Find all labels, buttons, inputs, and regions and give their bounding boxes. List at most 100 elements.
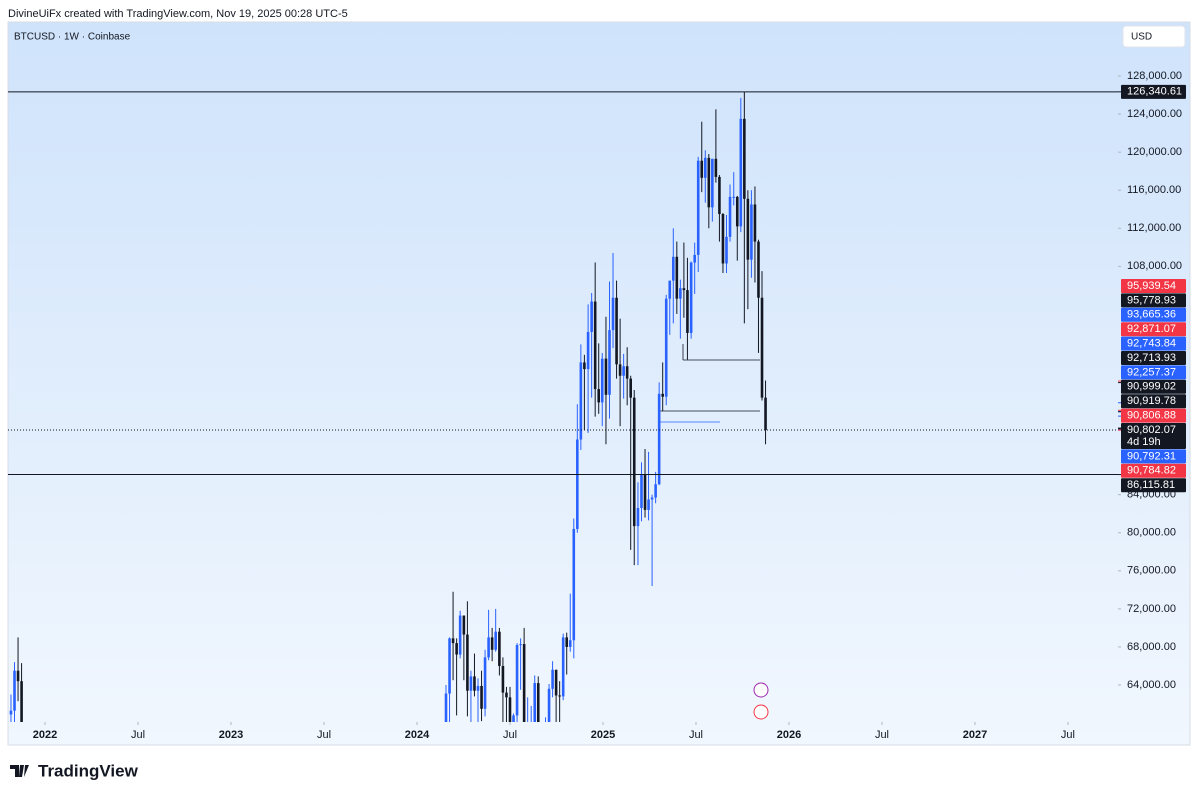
candle-body (451, 638, 455, 644)
candle-body (16, 670, 20, 682)
x-tick-label: Jul (317, 729, 331, 741)
candle-body (760, 297, 764, 398)
candle-body (583, 362, 586, 370)
candle-body (20, 681, 23, 722)
price-label: 126,340.61 (1127, 86, 1182, 98)
candle-body (671, 256, 675, 281)
event-icon[interactable] (753, 682, 769, 698)
price-label-box (1121, 336, 1186, 351)
candle-body (707, 157, 711, 208)
x-tick-label: 2024 (405, 729, 430, 741)
candle-body (13, 670, 16, 711)
candle-body (654, 484, 657, 498)
candle-body (533, 683, 537, 722)
y-tick-label: 64,000.00 (1127, 679, 1176, 691)
candle-body (476, 685, 480, 691)
candle-body (494, 631, 497, 650)
candle-body (498, 631, 501, 666)
candle-body (597, 389, 601, 403)
candle-body (558, 695, 561, 697)
candle-body (590, 301, 593, 332)
price-label-box (1121, 394, 1186, 409)
candle-body (551, 669, 554, 689)
y-tick-label: 124,000.00 (1127, 108, 1182, 120)
price-label: 86,115.81 (1127, 479, 1175, 491)
candle-body (714, 158, 718, 177)
candle-body (647, 499, 650, 510)
candle-body (469, 676, 473, 691)
candle-body (608, 330, 611, 395)
candle-body (657, 393, 661, 485)
candle-body (675, 256, 679, 299)
price-label: 90,792.31 (1127, 450, 1176, 462)
price-label: 95,939.54 (1127, 280, 1176, 292)
candle-body (689, 262, 693, 333)
currency: USD (1131, 32, 1152, 43)
y-tick-label: 112,000.00 (1127, 222, 1181, 234)
brand: TradingView (38, 761, 139, 780)
candle-body (718, 176, 721, 215)
candle-body (490, 637, 494, 650)
candle-body (753, 204, 757, 242)
candle-body (547, 688, 551, 722)
event-icons (753, 682, 769, 720)
candle-body (9, 710, 13, 715)
price-label: 92,713.93 (1127, 352, 1176, 364)
candle-body (643, 474, 647, 510)
price-label: 92,871.07 (1127, 323, 1176, 335)
price-label: 90,919.78 (1127, 395, 1176, 407)
price-label: 93,665.36 (1127, 309, 1176, 321)
candle-body (554, 669, 558, 696)
candle-body (615, 297, 618, 365)
symbol-label: BTCUSD · 1W · Coinbase (14, 32, 131, 43)
price-label: 92,743.84 (1127, 338, 1176, 350)
candle-body (515, 645, 519, 716)
candle-body (668, 280, 672, 299)
candle-body (586, 331, 590, 370)
candle-body (728, 196, 732, 237)
candle-body (703, 157, 707, 178)
x-tick-label: 2026 (777, 729, 801, 741)
x-tick-label: Jul (503, 729, 517, 741)
x-tick-label: Jul (131, 729, 145, 741)
candle-body (473, 676, 476, 691)
price-label-box (1121, 423, 1186, 449)
candle-body (541, 749, 544, 773)
y-tick-label: 68,000.00 (1127, 641, 1176, 653)
price-label: 95,778.93 (1127, 294, 1176, 306)
x-tick-label: Jul (689, 729, 703, 741)
y-tick-label: 128,000.00 (1127, 70, 1182, 82)
y-tick-label: 76,000.00 (1127, 565, 1176, 577)
price-label: 90,802.07 (1127, 424, 1176, 436)
candle-body (735, 196, 739, 227)
candle-body (576, 439, 579, 529)
candle-body (561, 637, 565, 697)
candle-body (568, 640, 572, 647)
candle-body (661, 393, 664, 397)
price-label: 90,999.02 (1127, 381, 1176, 393)
y-tick-label: 72,000.00 (1127, 603, 1176, 615)
currency-button[interactable] (1122, 25, 1186, 48)
candle-body (579, 362, 583, 440)
candle-body (448, 638, 451, 694)
candle-body (458, 615, 462, 655)
candle-body (618, 364, 622, 376)
candle-body (508, 697, 512, 722)
y-tick-label: 120,000.00 (1127, 146, 1182, 158)
candle-body (664, 298, 668, 397)
event-icon[interactable] (753, 704, 769, 720)
x-tick-label: Jul (875, 729, 889, 741)
candle-body (622, 366, 625, 376)
candle-body (611, 297, 615, 331)
candle-body (650, 497, 654, 500)
price-label: 90,784.82 (1127, 465, 1176, 477)
countdown: 4d 19h (1127, 436, 1161, 448)
candle-body (625, 366, 629, 379)
y-tick-label: 80,000.00 (1127, 527, 1176, 539)
price-label-box (1121, 84, 1186, 99)
candle-body (732, 196, 736, 198)
y-tick-label: 108,000.00 (1127, 260, 1182, 272)
candle-body (462, 615, 466, 635)
candle-body (444, 693, 448, 722)
